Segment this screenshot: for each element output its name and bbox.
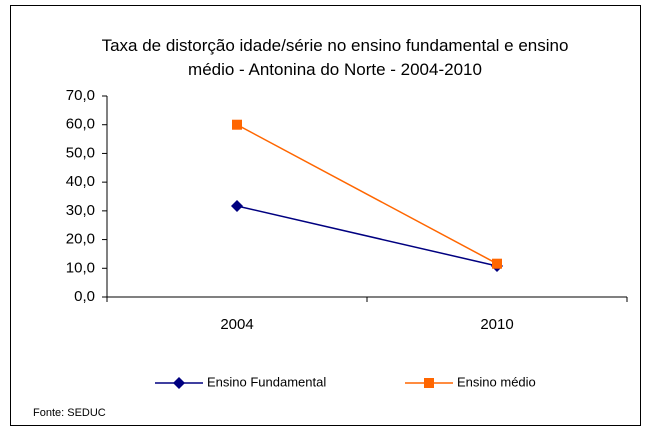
data-point <box>232 119 242 130</box>
y-tick-label: 30,0 <box>66 202 95 219</box>
y-tick-label: 20,0 <box>66 231 95 248</box>
y-tick-label: 40,0 <box>66 173 95 190</box>
x-tick-label: 2004 <box>220 316 253 333</box>
y-tick-label: 0,0 <box>74 288 95 305</box>
source-note: Fonte: SEDUC <box>33 407 106 419</box>
legend-marker <box>424 378 434 388</box>
chart-title: Taxa de distorção idade/série no ensino … <box>101 36 569 79</box>
y-tick-label: 60,0 <box>66 116 95 133</box>
y-tick-label: 50,0 <box>66 144 95 161</box>
legend-label: Ensino Fundamental <box>207 374 326 389</box>
legend-marker <box>173 377 185 389</box>
x-tick-label: 2010 <box>480 316 513 333</box>
y-tick-label: 70,0 <box>66 87 95 104</box>
series-line <box>236 205 498 267</box>
data-point <box>231 199 243 212</box>
chart-frame <box>10 5 641 426</box>
series-line <box>236 124 498 265</box>
data-point <box>492 258 502 269</box>
y-tick-label: 10,0 <box>66 259 95 276</box>
legend-label: Ensino médio <box>457 374 536 389</box>
